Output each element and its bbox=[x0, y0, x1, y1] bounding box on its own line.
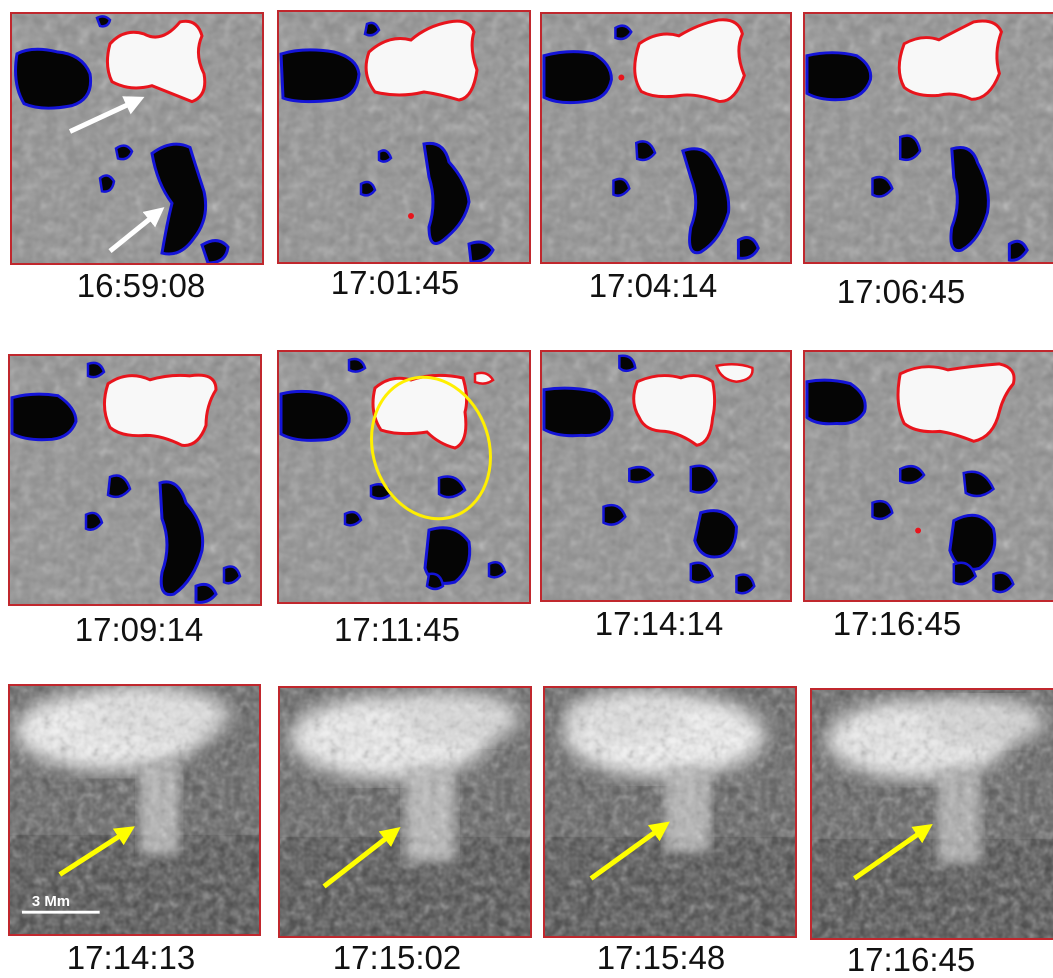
panel-timestamp: 17:16:45 bbox=[846, 941, 976, 978]
positive-polarity-patch bbox=[715, 363, 754, 384]
negative-polarity-patch bbox=[363, 21, 381, 37]
negative-polarity-patch bbox=[200, 239, 230, 263]
negative-polarity-patch bbox=[898, 464, 926, 485]
negative-polarity-patch bbox=[279, 389, 351, 442]
panel-timestamp: 17:14:14 bbox=[594, 605, 724, 642]
panel-timestamp: 17:09:14 bbox=[74, 611, 204, 648]
panel-timestamp: 17:06:45 bbox=[836, 273, 966, 310]
negative-polarity-patch bbox=[422, 141, 471, 246]
negative-polarity-patch bbox=[487, 561, 507, 579]
euv-panel-r3-c2 bbox=[278, 686, 532, 938]
positive-polarity-patch bbox=[632, 374, 717, 447]
positive-polarity-patch bbox=[473, 371, 495, 385]
negative-polarity-patch bbox=[437, 475, 467, 499]
negative-polarity-patch bbox=[542, 386, 614, 438]
negative-polarity-patch bbox=[736, 236, 760, 260]
magnetogram-panel-r1-c2 bbox=[277, 10, 531, 264]
negative-polarity-patch bbox=[194, 582, 218, 604]
euv-panel-r3-c1: 3 Mm bbox=[8, 684, 261, 936]
euv-panel-r3-c4 bbox=[810, 688, 1053, 940]
negative-polarity-patch bbox=[681, 147, 731, 255]
magnetogram-panel-r2-c1 bbox=[8, 354, 262, 606]
magnetogram-panel-r1-c4 bbox=[803, 12, 1053, 264]
negative-polarity-patch bbox=[542, 50, 613, 105]
negative-polarity-patch bbox=[279, 48, 361, 104]
negative-polarity-patch bbox=[98, 174, 116, 193]
negative-polarity-patch bbox=[602, 503, 627, 526]
magnetogram-panel-r2-c3 bbox=[540, 350, 792, 602]
negative-polarity-patch bbox=[614, 24, 633, 41]
yellow-arrow bbox=[58, 826, 135, 877]
magnetogram-panel-r2-c4 bbox=[803, 350, 1053, 602]
negative-polarity-patch bbox=[805, 378, 867, 426]
negative-polarity-patch bbox=[898, 134, 922, 162]
panel-timestamp: 17:15:02 bbox=[332, 939, 462, 976]
white-arrow bbox=[68, 96, 145, 134]
positive-polarity-patch bbox=[364, 19, 479, 102]
negative-polarity-patch bbox=[86, 361, 106, 379]
negative-polarity-patch bbox=[962, 470, 995, 498]
panel-timestamp: 17:04:14 bbox=[588, 267, 718, 304]
negative-polarity-patch bbox=[689, 464, 718, 494]
panel-timestamp: 17:15:48 bbox=[596, 939, 726, 976]
negative-polarity-patch bbox=[222, 565, 242, 585]
negative-polarity-patch bbox=[992, 571, 1015, 594]
negative-polarity-patch bbox=[158, 480, 205, 597]
positive-polarity-patch bbox=[105, 19, 207, 104]
negative-polarity-patch bbox=[612, 177, 631, 197]
negative-polarity-patch bbox=[95, 15, 112, 28]
positive-polarity-patch bbox=[896, 362, 1016, 443]
white-arrow bbox=[108, 207, 165, 253]
panel-timestamp: 16:59:08 bbox=[76, 267, 206, 304]
magnetogram-panel-r1-c3 bbox=[540, 12, 792, 264]
negative-polarity-patch bbox=[425, 572, 445, 591]
negative-polarity-patch bbox=[1007, 239, 1029, 262]
negative-polarity-patch bbox=[10, 392, 78, 442]
panel-timestamp: 17:16:45 bbox=[832, 605, 962, 642]
negative-polarity-patch bbox=[618, 354, 637, 373]
negative-polarity-patch bbox=[106, 474, 132, 499]
negative-polarity-patch bbox=[628, 465, 655, 484]
positive-polarity-patch bbox=[897, 19, 1004, 101]
negative-polarity-patch bbox=[84, 511, 104, 531]
negative-polarity-patch bbox=[114, 144, 134, 161]
yellow-arrow bbox=[589, 821, 670, 881]
negative-polarity-patch bbox=[693, 509, 738, 559]
negative-polarity-patch bbox=[948, 513, 997, 571]
negative-polarity-patch bbox=[359, 180, 377, 197]
negative-polarity-patch bbox=[343, 510, 363, 527]
negative-polarity-patch bbox=[634, 140, 657, 162]
negative-polarity-patch bbox=[735, 573, 756, 595]
negative-polarity-patch bbox=[949, 146, 990, 253]
magnetogram-panel-r1-c1 bbox=[10, 12, 264, 265]
panel-timestamp: 17:14:13 bbox=[66, 939, 196, 976]
negative-polarity-patch bbox=[14, 47, 93, 110]
highlight-ellipse bbox=[370, 375, 492, 521]
negative-polarity-patch bbox=[347, 357, 367, 373]
positive-polarity-patch bbox=[103, 373, 218, 447]
panel-timestamp: 17:11:45 bbox=[333, 611, 460, 648]
negative-polarity-patch bbox=[952, 561, 978, 586]
negative-polarity-patch bbox=[805, 51, 873, 102]
yellow-arrow bbox=[853, 823, 933, 881]
negative-polarity-patch bbox=[467, 240, 495, 262]
euv-panel-r3-c3 bbox=[543, 686, 797, 938]
yellow-arrow bbox=[322, 827, 401, 889]
panel-timestamp: 17:01:45 bbox=[330, 264, 460, 301]
magnetogram-panel-r2-c2 bbox=[277, 350, 531, 604]
negative-polarity-patch bbox=[871, 499, 894, 521]
negative-polarity-patch bbox=[377, 149, 393, 163]
positive-polarity-patch bbox=[633, 18, 746, 103]
negative-polarity-patch bbox=[150, 142, 208, 256]
negative-polarity-patch bbox=[871, 175, 894, 198]
scale-bar-label: 3 Mm bbox=[32, 894, 70, 910]
negative-polarity-patch bbox=[689, 561, 715, 584]
